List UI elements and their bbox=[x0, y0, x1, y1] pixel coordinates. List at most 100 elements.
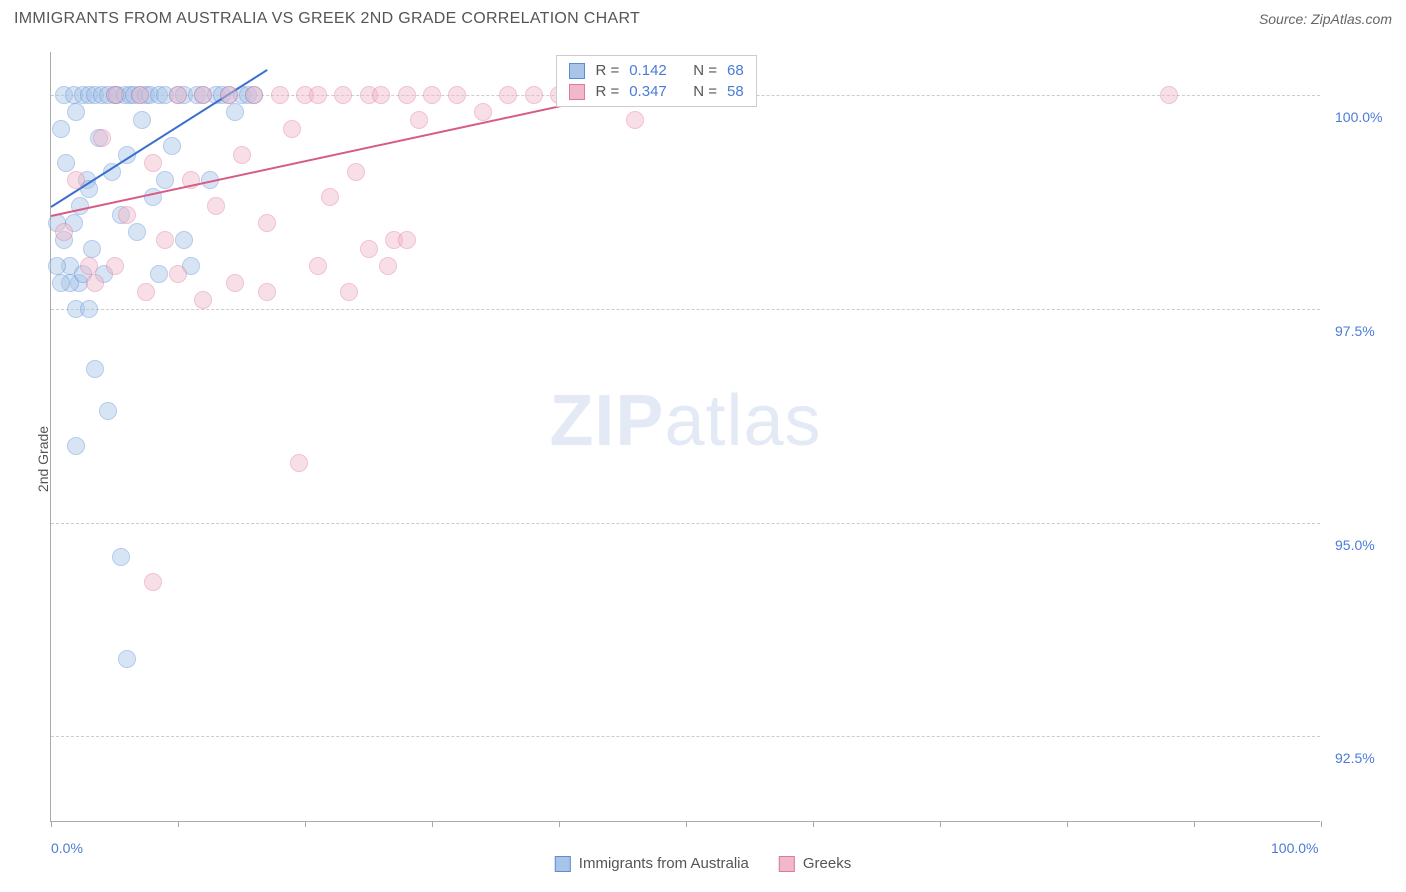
data-point bbox=[131, 86, 149, 104]
data-point bbox=[99, 402, 117, 420]
data-point bbox=[163, 137, 181, 155]
data-point bbox=[360, 240, 378, 258]
data-point bbox=[448, 86, 466, 104]
x-tick bbox=[686, 821, 687, 827]
data-point bbox=[86, 274, 104, 292]
stat-r-label: R = bbox=[595, 62, 619, 79]
data-point bbox=[233, 146, 251, 164]
data-point bbox=[474, 103, 492, 121]
data-point bbox=[156, 231, 174, 249]
data-point bbox=[309, 257, 327, 275]
watermark: ZIPatlas bbox=[549, 380, 821, 462]
data-point bbox=[175, 231, 193, 249]
data-point bbox=[169, 265, 187, 283]
data-point bbox=[118, 650, 136, 668]
data-point bbox=[144, 154, 162, 172]
chart-header: IMMIGRANTS FROM AUSTRALIA VS GREEK 2ND G… bbox=[0, 0, 1406, 34]
stats-legend-row: R = 0.142 N = 68 bbox=[557, 60, 755, 81]
data-point bbox=[347, 163, 365, 181]
data-point bbox=[144, 573, 162, 591]
data-point bbox=[245, 86, 263, 104]
stat-n-value: 58 bbox=[727, 83, 744, 100]
legend-swatch bbox=[569, 63, 585, 79]
data-point bbox=[499, 86, 517, 104]
data-point bbox=[156, 171, 174, 189]
data-point bbox=[83, 240, 101, 258]
data-point bbox=[112, 548, 130, 566]
data-point bbox=[283, 120, 301, 138]
x-tick bbox=[51, 821, 52, 827]
chart-title: IMMIGRANTS FROM AUSTRALIA VS GREEK 2ND G… bbox=[14, 10, 640, 28]
data-point bbox=[271, 86, 289, 104]
data-point bbox=[290, 454, 308, 472]
y-tick-label: 95.0% bbox=[1335, 537, 1375, 553]
x-tick bbox=[1067, 821, 1068, 827]
x-tick bbox=[940, 821, 941, 827]
x-tick bbox=[1194, 821, 1195, 827]
x-tick bbox=[178, 821, 179, 827]
data-point bbox=[194, 86, 212, 104]
x-tick-label: 0.0% bbox=[51, 840, 83, 856]
x-tick-label: 100.0% bbox=[1271, 840, 1318, 856]
data-point bbox=[67, 171, 85, 189]
data-point bbox=[93, 129, 111, 147]
data-point bbox=[1160, 86, 1178, 104]
data-point bbox=[194, 291, 212, 309]
data-point bbox=[133, 111, 151, 129]
data-point bbox=[379, 257, 397, 275]
data-point bbox=[86, 360, 104, 378]
x-tick bbox=[813, 821, 814, 827]
stat-r-value: 0.142 bbox=[629, 62, 683, 79]
data-point bbox=[128, 223, 146, 241]
bottom-legend: Immigrants from Australia Greeks bbox=[555, 855, 851, 872]
data-point bbox=[207, 197, 225, 215]
legend-label: Immigrants from Australia bbox=[579, 855, 749, 872]
data-point bbox=[525, 86, 543, 104]
y-tick-label: 97.5% bbox=[1335, 323, 1375, 339]
data-point bbox=[626, 111, 644, 129]
data-point bbox=[71, 197, 89, 215]
legend-swatch bbox=[569, 84, 585, 100]
chart-container: 2nd Grade ZIPatlas 92.5%95.0%97.5%100.0%… bbox=[14, 40, 1392, 878]
y-tick-label: 100.0% bbox=[1335, 109, 1382, 125]
gridline bbox=[51, 309, 1320, 310]
data-point bbox=[321, 188, 339, 206]
data-point bbox=[52, 274, 70, 292]
data-point bbox=[52, 120, 70, 138]
data-point bbox=[80, 257, 98, 275]
stat-n-label: N = bbox=[693, 62, 717, 79]
legend-swatch bbox=[555, 856, 571, 872]
data-point bbox=[67, 437, 85, 455]
stats-legend: R = 0.142 N = 68 R = 0.347 N = 58 bbox=[556, 55, 756, 107]
data-point bbox=[226, 103, 244, 121]
data-point bbox=[423, 86, 441, 104]
x-tick bbox=[432, 821, 433, 827]
data-point bbox=[334, 86, 352, 104]
data-point bbox=[137, 283, 155, 301]
stat-r-value: 0.347 bbox=[629, 83, 683, 100]
stat-n-value: 68 bbox=[727, 62, 744, 79]
data-point bbox=[106, 257, 124, 275]
data-point bbox=[55, 223, 73, 241]
data-point bbox=[398, 231, 416, 249]
data-point bbox=[80, 300, 98, 318]
data-point bbox=[150, 265, 168, 283]
data-point bbox=[220, 86, 238, 104]
source-attribution: Source: ZipAtlas.com bbox=[1259, 11, 1392, 27]
data-point bbox=[106, 86, 124, 104]
data-point bbox=[226, 274, 244, 292]
x-tick bbox=[305, 821, 306, 827]
scatter-plot-area: ZIPatlas 92.5%95.0%97.5%100.0%0.0%100.0%… bbox=[50, 52, 1320, 822]
bottom-legend-item: Immigrants from Australia bbox=[555, 855, 749, 872]
stat-r-label: R = bbox=[595, 83, 619, 100]
data-point bbox=[258, 283, 276, 301]
legend-label: Greeks bbox=[803, 855, 851, 872]
data-point bbox=[309, 86, 327, 104]
stat-n-label: N = bbox=[693, 83, 717, 100]
y-axis-label: 2nd Grade bbox=[35, 426, 51, 492]
gridline bbox=[51, 523, 1320, 524]
y-tick-label: 92.5% bbox=[1335, 750, 1375, 766]
x-tick bbox=[559, 821, 560, 827]
bottom-legend-item: Greeks bbox=[779, 855, 851, 872]
data-point bbox=[48, 257, 66, 275]
